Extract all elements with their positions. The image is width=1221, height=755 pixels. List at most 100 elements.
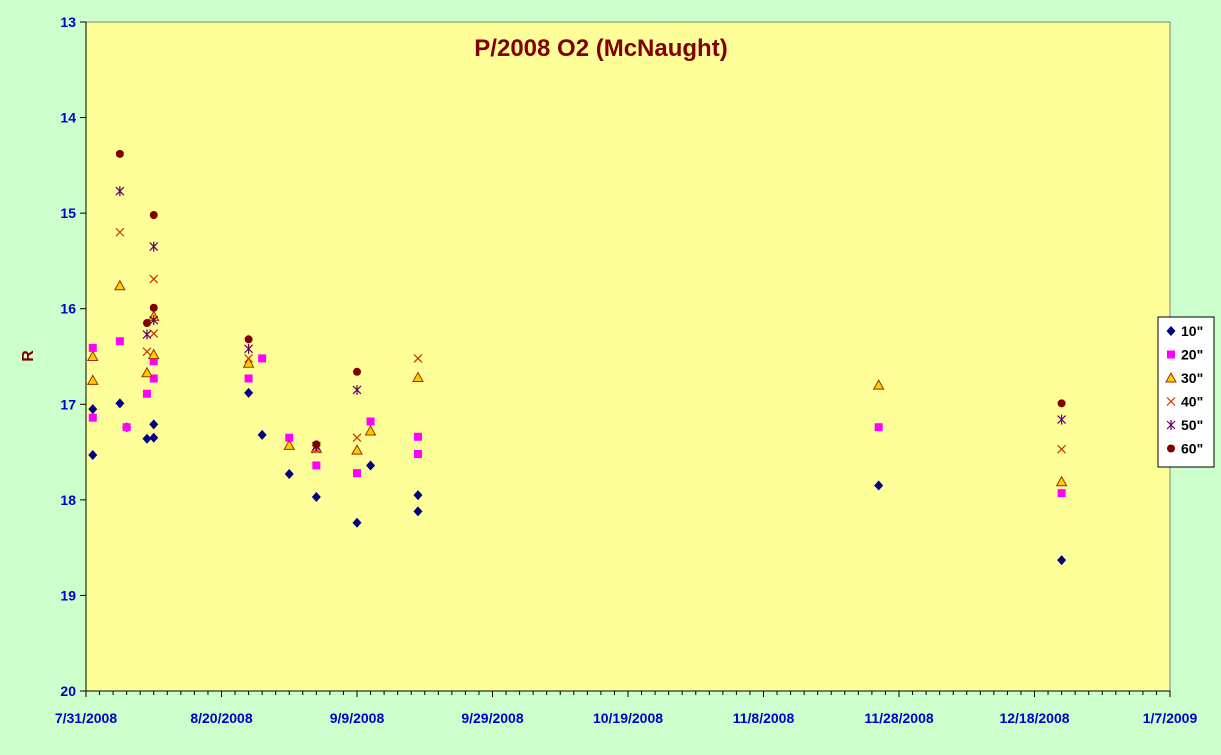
data-point (115, 149, 124, 158)
chart-title: P/2008 O2 (McNaught) (474, 35, 727, 62)
data-point (412, 371, 424, 383)
y-tick-label: 20 (60, 683, 76, 699)
x-tick-label: 10/19/2008 (593, 710, 663, 726)
legend-label: 60" (1181, 441, 1203, 457)
data-point (142, 347, 152, 357)
y-tick-label: 16 (60, 301, 76, 317)
data-point (872, 379, 885, 390)
data-point (114, 279, 126, 291)
legend-label: 30" (1181, 370, 1203, 386)
legend-box (1157, 316, 1215, 468)
data-point (1057, 444, 1067, 454)
y-tick-label: 19 (60, 587, 76, 603)
data-point (149, 274, 159, 284)
data-point (149, 211, 158, 220)
data-point (353, 469, 361, 478)
legend-marker (1166, 397, 1176, 406)
data-point (149, 315, 159, 326)
data-point (1057, 399, 1066, 408)
x-tick-label: 11/28/2008 (864, 710, 934, 726)
data-point (413, 432, 422, 441)
legend-label: 10" (1181, 323, 1203, 339)
legend-marker (1166, 326, 1176, 336)
series-2 (88, 337, 1066, 498)
x-tick-label: 7/31/2008 (55, 710, 117, 726)
data-point (312, 461, 321, 470)
legend-item: 20" (1167, 347, 1203, 363)
data-point (352, 384, 362, 395)
x-tick-label: 9/9/2008 (330, 710, 385, 726)
legend-item: 30" (1165, 370, 1203, 386)
data-point (285, 433, 294, 442)
data-point (88, 449, 98, 460)
data-point (115, 186, 125, 197)
x-tick-label: 1/7/2009 (1143, 710, 1198, 726)
axes: 13 14 15 16 17 18 19 20 7/31/2008 8/20/2008 9/9/20… (55, 14, 1198, 726)
data-point (122, 423, 131, 432)
y-axis-label: R (20, 350, 37, 362)
y-tick-label: 17 (60, 396, 76, 412)
data-point (86, 374, 99, 385)
data-point (115, 398, 125, 409)
y-tick-label: 15 (60, 205, 76, 221)
y-tick-label: 14 (60, 110, 76, 126)
data-point (147, 348, 160, 360)
x-tick-label: 9/29/2008 (461, 710, 523, 726)
data-point (312, 440, 321, 449)
data-point (413, 490, 423, 501)
y-tick-label: 13 (60, 14, 76, 30)
data-point (149, 241, 159, 252)
legend-label: 40" (1181, 394, 1203, 410)
data-point (352, 517, 362, 528)
data-point (1057, 414, 1067, 425)
data-point (353, 367, 361, 376)
data-point (142, 319, 151, 328)
legend-label: 20" (1181, 347, 1203, 363)
data-point (88, 343, 97, 352)
data-point (258, 354, 267, 363)
data-point (1055, 475, 1068, 487)
data-point (311, 491, 321, 502)
data-point (115, 227, 125, 237)
data-point (1057, 489, 1066, 498)
series-1 (88, 387, 1067, 566)
data-point (244, 353, 254, 363)
data-point (352, 433, 362, 443)
data-point (142, 329, 152, 340)
data-point (1057, 555, 1067, 566)
data-point (86, 350, 99, 361)
data-point (88, 404, 98, 415)
legend-item: 10" (1166, 323, 1203, 339)
legend-marker (1166, 420, 1176, 430)
data-point (364, 425, 377, 436)
data-point (366, 417, 375, 426)
data-point (244, 335, 253, 344)
legend-marker (1165, 371, 1177, 383)
data-point (413, 353, 423, 363)
data-point (413, 449, 422, 458)
data-point (283, 439, 296, 450)
data-point (244, 374, 253, 383)
legend-label: 50" (1181, 417, 1203, 433)
x-tick-label: 12/18/2008 (999, 710, 1069, 726)
data-point (141, 366, 153, 378)
data-point (149, 419, 159, 430)
legend-item: 40" (1166, 394, 1203, 410)
x-tick-label: 8/20/2008 (190, 710, 252, 726)
series-6 (115, 149, 1066, 449)
data-point (244, 387, 254, 398)
x-tick-label: 11/8/2008 (733, 710, 795, 726)
data-point (115, 337, 124, 346)
data-point (242, 357, 255, 368)
data-point (149, 432, 159, 443)
legend-marker (1167, 444, 1175, 453)
data-point (413, 506, 423, 517)
plot-area (85, 21, 1171, 692)
data-point (874, 423, 883, 432)
data-point (142, 389, 151, 398)
data-point (149, 357, 158, 366)
data-point (874, 480, 884, 491)
data-point (257, 429, 267, 440)
